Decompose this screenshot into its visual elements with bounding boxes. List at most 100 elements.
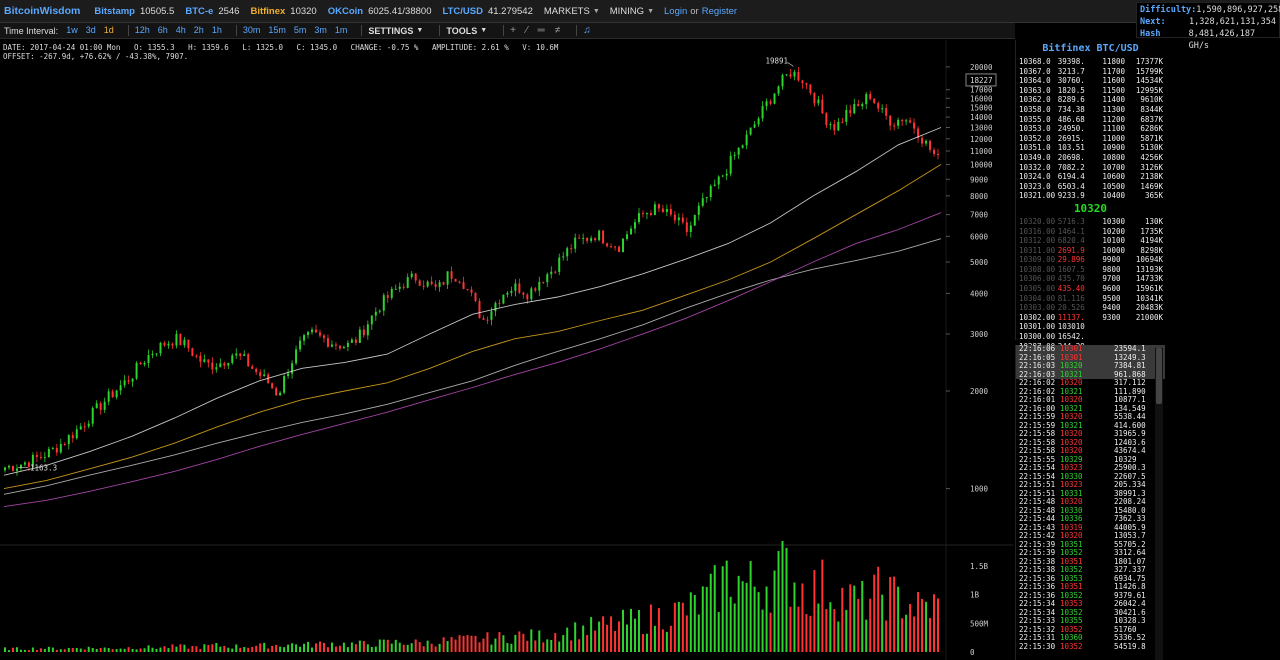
interval-list: 1w 3d 1d 12h 6h 4h 2h 1h 30m 15m 5m 3m 1m [66,25,355,36]
interval-3d[interactable]: 3d [85,25,96,35]
market-name[interactable]: Bitstamp [94,5,135,17]
interval-12h[interactable]: 12h [134,25,150,35]
candle-body [11,465,14,471]
market-name[interactable]: Bitfinex [250,5,286,17]
candle-body [386,295,389,298]
brand-logo[interactable]: BitcoinWisdom [4,5,81,17]
bid-amount: 2691.9 [1057,245,1085,255]
interval-1h[interactable]: 1h [211,25,222,35]
candle-body [542,281,545,283]
scrollbar-thumb[interactable] [1156,348,1162,404]
candle-body [821,99,824,114]
trendline-icon[interactable]: ⁄ [525,25,528,36]
trade-row: 22:16:01 10320 10877.1 [1016,395,1165,405]
market-ticker[interactable]: LTC/USD 41.279542 [442,6,532,17]
candle-body [637,213,640,223]
market-name[interactable]: OKCoin [327,5,364,17]
volume-bar [111,649,114,652]
trade-time: 22:15:58 [1019,429,1056,438]
bid-row: 10311.00 2691.9 10000 8298K [1016,246,1165,256]
trade-time: 22:15:42 [1019,531,1056,540]
price-chart[interactable]: 2000017000160001500014000130001200011000… [0,40,1013,660]
interval-1w[interactable]: 1w [66,25,78,35]
ask-amount: 39398. [1057,57,1085,66]
interval-2h[interactable]: 2h [193,25,204,35]
volume-bar [909,603,912,652]
volume-bar [243,647,246,652]
markets-menu[interactable]: MARKETS ▼ [544,6,600,17]
market-name[interactable]: BTC-e [185,5,214,17]
alarm-bell-icon[interactable]: ♫ [583,25,591,36]
candle-body [893,125,896,127]
candle-body [937,153,940,156]
bid-price: 10309.00 [1019,255,1056,265]
interval-4h[interactable]: 4h [175,25,186,35]
sum-amount: 2138K [1140,172,1163,182]
volume-bar [538,630,541,652]
bid-amount: 6820.4 [1057,236,1085,246]
ask-price: 10353.0 [1019,124,1051,134]
volume-bar [235,644,238,652]
trade-row: 22:15:54 10330 22607.5 [1016,471,1165,482]
candle-info-line-1: DATE: 2017-04-24 01:00 Mon O: 1355.3 H: … [3,43,559,52]
login-link[interactable]: Login [664,5,688,17]
market-name[interactable]: LTC/USD [442,5,483,17]
trade-amount: 22607.5 [1114,471,1146,481]
trade-scrollbar[interactable] [1155,348,1163,660]
interval-30m[interactable]: 30m [242,25,261,35]
register-link[interactable]: Register [701,5,738,17]
interval-3m[interactable]: 3m [314,25,327,35]
interval-6h[interactable]: 6h [157,25,168,35]
trade-row: 22:16:05 10301 13249.3 [1016,353,1165,362]
settings-menu[interactable]: SETTINGS ▼ [368,26,423,36]
trade-history[interactable]: 22:16:06 10301 23594.1 22:16:05 10301 13249.3… [1015,345,1165,660]
interval-15m[interactable]: 15m [268,25,286,35]
candle-body [139,363,142,365]
market-price: 10505.5 [139,5,175,17]
candle-body [263,374,266,377]
volume-axis-label: 500M [970,619,989,628]
volume-bar [91,647,94,652]
volume-bar [406,644,409,652]
trade-row: 22:16:03 10320 7384.81 [1016,361,1165,371]
market-ticker[interactable]: BTC-e 2546 [185,6,239,17]
volume-bar [829,602,832,652]
candle-body [490,311,493,320]
candle-body [861,104,864,107]
candle-body [877,103,880,109]
market-ticker[interactable]: OKCoin 6025.41/38800 [328,6,432,17]
volume-bar [881,594,884,652]
ask-price: 10332.0 [1019,162,1051,172]
volume-bar [231,648,234,652]
volume-bar [326,647,329,652]
horizontal-line-icon[interactable]: ═ [537,25,545,36]
divider [576,25,578,36]
market-ticker[interactable]: Bitstamp 10505.5 [94,6,174,17]
fibonacci-icon[interactable]: ≠ [554,25,561,36]
candle-body [641,213,644,215]
market-price: 41.279542 [487,5,533,17]
ask-amount: 734.38 [1057,104,1085,114]
sum-price: 11400 [1102,95,1125,105]
volume-bar [669,625,672,652]
bid-row: 10312.00 6820.4 10100 4194K [1016,236,1165,246]
mining-menu[interactable]: MINING ▼ [610,6,654,17]
candle-body [486,319,489,321]
trade-amount: 414.600 [1114,420,1146,430]
market-ticker[interactable]: Bitfinex 10320 [250,6,316,17]
volume-bar [199,648,202,652]
low-marker-label: 1163.3 [30,463,57,472]
volume-bar [582,625,585,652]
trade-row: 22:15:51 10331 38991.3 [1016,489,1165,499]
interval-1d[interactable]: 1d [103,25,114,35]
candle-body [227,363,230,366]
crosshair-icon[interactable]: + [510,25,516,36]
interval-1m[interactable]: 1m [334,25,348,35]
volume-bar [546,639,549,652]
trade-amount: 317.112 [1114,378,1146,387]
interval-5m[interactable]: 5m [293,25,307,35]
candle-body [837,121,840,131]
tools-menu[interactable]: TOOLS ▼ [446,26,487,36]
trade-time: 22:15:38 [1019,565,1056,574]
candle-body [817,99,820,104]
